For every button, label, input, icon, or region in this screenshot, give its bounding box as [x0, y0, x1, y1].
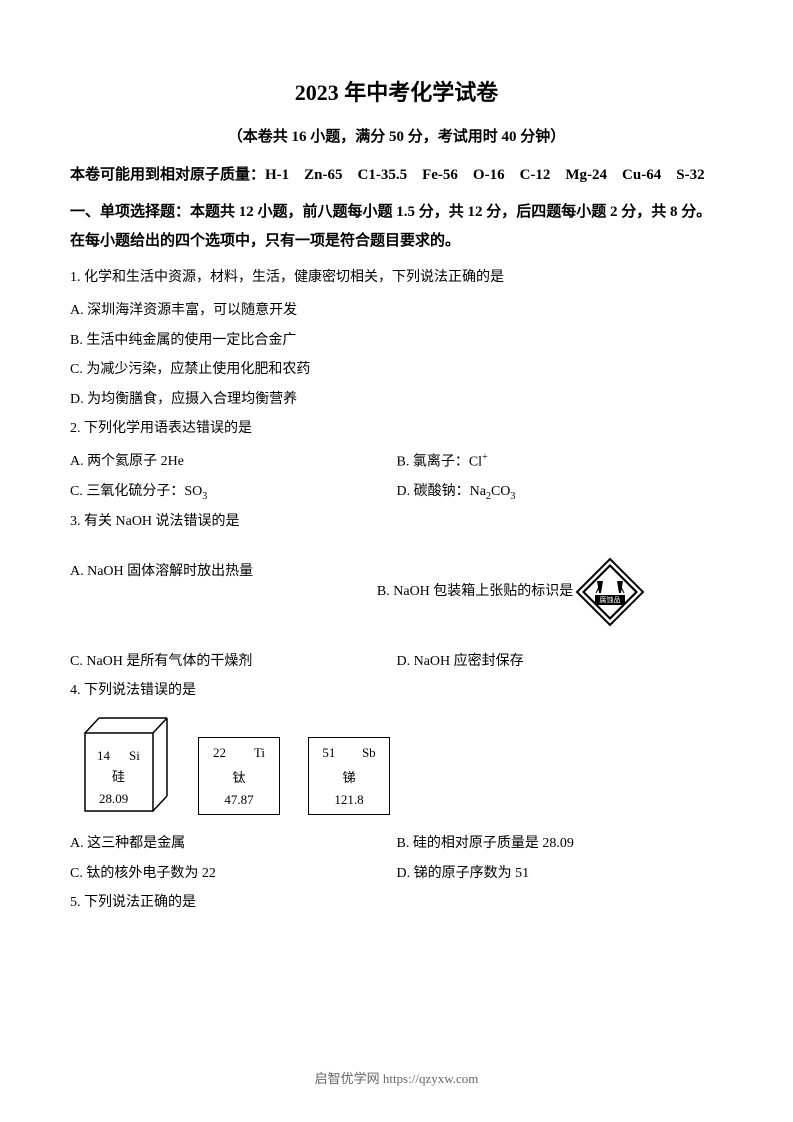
corrosive-hazard-icon: 腐蚀品 [575, 557, 645, 627]
q2-row2: C. 三氧化硫分子：SO3 D. 碳酸钠：Na2CO3 [70, 477, 723, 507]
q1-option-a: A. 深圳海洋资源丰富，可以随意开发 [70, 296, 723, 325]
element-boxes: 14 Si 硅 28.09 22 Ti 钛 47.87 51 Sb 锑 121.… [82, 715, 723, 815]
ti-name: 钛 [232, 767, 245, 786]
q4-option-d: D. 锑的原子序数为 51 [397, 859, 724, 888]
q4-row1: A. 这三种都是金属 B. 硅的相对原子质量是 28.09 [70, 829, 723, 858]
svg-text:14: 14 [97, 748, 111, 763]
q1-option-b: B. 生活中纯金属的使用一定比合金广 [70, 326, 723, 355]
q2-option-c: C. 三氧化硫分子：SO3 [70, 477, 397, 507]
svg-text:Si: Si [129, 748, 140, 763]
q2-b-pre: B. 氯离子：Cl [397, 455, 483, 470]
q3-option-c: C. NaOH 是所有气体的干燥剂 [70, 647, 397, 676]
q1-option-c: C. 为减少污染，应禁止使用化肥和农药 [70, 355, 723, 384]
q1-option-d: D. 为均衡膳食，应摄入合理均衡营养 [70, 385, 723, 414]
q3-b-text: B. NaOH 包装箱上张贴的标识是 [377, 577, 573, 606]
q2-text: 2. 下列化学用语表达错误的是 [70, 414, 723, 443]
sb-name: 锑 [342, 767, 355, 786]
atomic-mass-info: 本卷可能用到相对原子质量：H-1 Zn-65 C1-35.5 Fe-56 O-1… [70, 160, 723, 190]
q2-d-pre: D. 碳酸钠：Na [397, 484, 486, 499]
page-footer: 启智优学网 https://qzyxw.com [0, 1068, 793, 1087]
exam-subtitle: （本卷共 16 小题，满分 50 分，考试用时 40 分钟） [70, 125, 723, 146]
section-1-header: 一、单项选择题：本题共 12 小题，前八题每小题 1.5 分，共 12 分，后四… [70, 198, 723, 255]
element-sb-box: 51 Sb 锑 121.8 [308, 737, 390, 815]
q3-text: 3. 有关 NaOH 说法错误的是 [70, 507, 723, 536]
q3-row2: C. NaOH 是所有气体的干燥剂 D. NaOH 应密封保存 [70, 647, 723, 676]
svg-text:硅: 硅 [112, 769, 125, 784]
q1-text: 1. 化学和生活中资源，材料，生活，健康密切相关，下列说法正确的是 [70, 263, 723, 292]
element-ti-box: 22 Ti 钛 47.87 [198, 737, 280, 815]
exam-title: 2023 年中考化学试卷 [70, 75, 723, 107]
sb-mass: 121.8 [334, 792, 363, 808]
atomic-mass-values: H-1 Zn-65 C1-35.5 Fe-56 O-16 C-12 Mg-24 … [265, 167, 705, 183]
hazard-label: 腐蚀品 [600, 595, 621, 604]
ti-sym: Ti [254, 745, 265, 761]
q3-option-a: A. NaOH 固体溶解时放出热量 [70, 557, 377, 627]
element-si-box: 14 Si 硅 28.09 [82, 715, 170, 815]
q3-option-d: D. NaOH 应密封保存 [397, 647, 724, 676]
q5-text: 5. 下列说法正确的是 [70, 888, 723, 917]
svg-text:28.09: 28.09 [99, 791, 128, 806]
q2-row1: A. 两个氦原子 2He B. 氯离子：Cl+ [70, 447, 723, 477]
q2-c-pre: C. 三氧化硫分子：SO [70, 484, 202, 499]
q4-text: 4. 下列说法错误的是 [70, 676, 723, 705]
atomic-mass-label: 本卷可能用到相对原子质量： [70, 167, 265, 183]
q4-option-c: C. 钛的核外电子数为 22 [70, 859, 397, 888]
q2-d-mid: CO [491, 484, 510, 499]
sb-num: 51 [322, 745, 335, 761]
ti-mass: 47.87 [224, 792, 253, 808]
q2-option-a: A. 两个氦原子 2He [70, 447, 397, 477]
ti-num: 22 [213, 745, 226, 761]
q4-option-a: A. 这三种都是金属 [70, 829, 397, 858]
q2-c-sub: 3 [202, 491, 207, 502]
q2-option-b: B. 氯离子：Cl+ [397, 447, 724, 477]
q2-d-sub2: 3 [510, 491, 515, 502]
sb-sym: Sb [362, 745, 376, 761]
q4-row2: C. 钛的核外电子数为 22 D. 锑的原子序数为 51 [70, 859, 723, 888]
q3-row1: A. NaOH 固体溶解时放出热量 B. NaOH 包装箱上张贴的标识是 腐蚀品 [70, 557, 723, 627]
q3-option-b: B. NaOH 包装箱上张贴的标识是 腐蚀品 [377, 557, 723, 627]
q2-option-d: D. 碳酸钠：Na2CO3 [397, 477, 724, 507]
q4-option-b: B. 硅的相对原子质量是 28.09 [397, 829, 724, 858]
q2-b-sup: + [482, 452, 488, 463]
